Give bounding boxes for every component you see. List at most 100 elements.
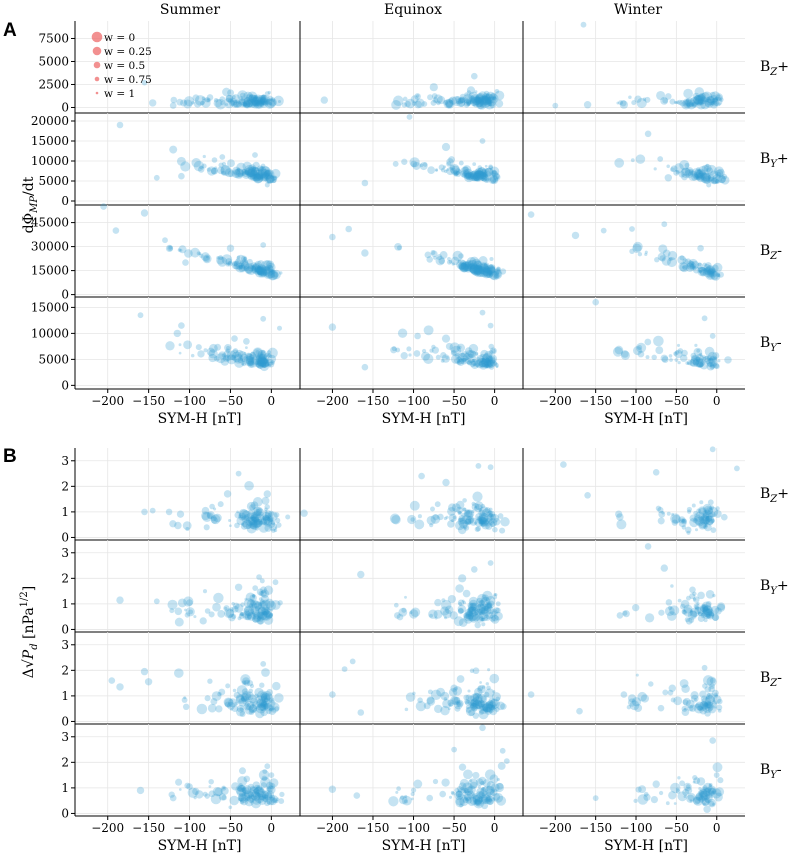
data-point: [252, 510, 261, 519]
data-point: [268, 772, 275, 778]
data-point: [701, 315, 708, 322]
data-point: [190, 247, 200, 258]
data-point: [690, 352, 697, 359]
data-point: [468, 263, 475, 271]
data-point: [488, 611, 493, 617]
data-point: [464, 352, 469, 357]
data-point: [499, 268, 507, 275]
data-point: [470, 360, 479, 369]
data-point: [694, 95, 705, 105]
data-point: [209, 503, 215, 510]
data-point: [583, 101, 592, 109]
data-point: [486, 610, 490, 614]
data-point: [465, 611, 474, 620]
data-point: [696, 508, 701, 514]
data-point: [484, 269, 488, 273]
data-point: [656, 90, 666, 101]
data-point: [466, 86, 476, 95]
data-point: [683, 604, 693, 614]
data-point: [485, 269, 494, 279]
data-point: [410, 607, 421, 618]
data-point: [471, 509, 475, 514]
data-point: [481, 685, 486, 689]
data-point: [698, 701, 709, 711]
data-point: [492, 172, 500, 180]
data-point: [228, 518, 232, 523]
data-point: [247, 360, 255, 368]
data-point: [264, 169, 274, 179]
data-point: [252, 594, 256, 598]
legend: w = 0w = 0.25w = 0.5w = 0.75w = 1: [91, 31, 152, 100]
data-point: [438, 257, 445, 265]
data-point: [488, 270, 493, 275]
data-point: [273, 95, 284, 107]
data-point: [703, 267, 709, 272]
data-point: [468, 695, 475, 702]
points-group: [141, 470, 291, 534]
data-point: [468, 517, 474, 524]
data-point: [256, 362, 261, 366]
data-point: [474, 501, 484, 510]
data-point: [459, 262, 469, 272]
data-point: [706, 269, 710, 273]
data-point: [217, 610, 226, 618]
data-point: [702, 607, 713, 618]
data-point: [267, 172, 273, 177]
data-point: [486, 602, 493, 609]
data-point: [693, 173, 700, 180]
data-point: [255, 695, 264, 704]
data-point: [245, 523, 251, 529]
data-point: [419, 163, 424, 168]
data-point: [626, 705, 632, 710]
data-point: [677, 255, 687, 265]
data-point: [708, 512, 714, 519]
data-point: [481, 786, 486, 792]
data-point: [476, 102, 480, 106]
data-point: [704, 98, 714, 108]
data-point: [466, 90, 472, 95]
data-point: [263, 615, 274, 625]
data-point: [486, 267, 493, 274]
data-point: [248, 709, 255, 715]
data-point: [264, 524, 273, 532]
data-point: [252, 173, 257, 178]
data-point: [681, 349, 688, 357]
data-point: [259, 166, 264, 171]
data-point: [688, 258, 698, 268]
data-point: [250, 351, 255, 356]
data-point: [260, 661, 267, 667]
data-point: [176, 156, 186, 166]
data-point: [465, 521, 469, 525]
data-point: [474, 267, 480, 273]
data-point: [394, 243, 402, 251]
data-point: [632, 604, 640, 612]
data-point: [409, 609, 419, 619]
data-point: [446, 158, 454, 166]
data-point: [470, 170, 481, 181]
data-point: [469, 267, 474, 272]
data-point: [675, 787, 679, 791]
data-point: [251, 99, 260, 107]
data-point: [260, 357, 264, 362]
data-point: [488, 515, 493, 520]
data-point: [447, 257, 451, 261]
data-point: [224, 168, 234, 178]
x-tick-label: −200: [316, 821, 349, 835]
data-point: [683, 607, 693, 617]
data-point: [704, 523, 712, 532]
data-point: [488, 343, 495, 350]
data-point: [409, 611, 413, 615]
data-point: [188, 609, 194, 615]
data-point: [702, 605, 713, 615]
data-point: [673, 802, 677, 805]
column-title-summer: Summer: [160, 2, 220, 18]
data-point: [229, 98, 238, 106]
data-point: [217, 256, 228, 267]
data-point: [401, 102, 407, 108]
data-point: [612, 346, 623, 357]
data-point: [256, 706, 261, 710]
data-point: [491, 170, 497, 176]
data-point: [242, 100, 251, 109]
data-point: [627, 698, 637, 707]
